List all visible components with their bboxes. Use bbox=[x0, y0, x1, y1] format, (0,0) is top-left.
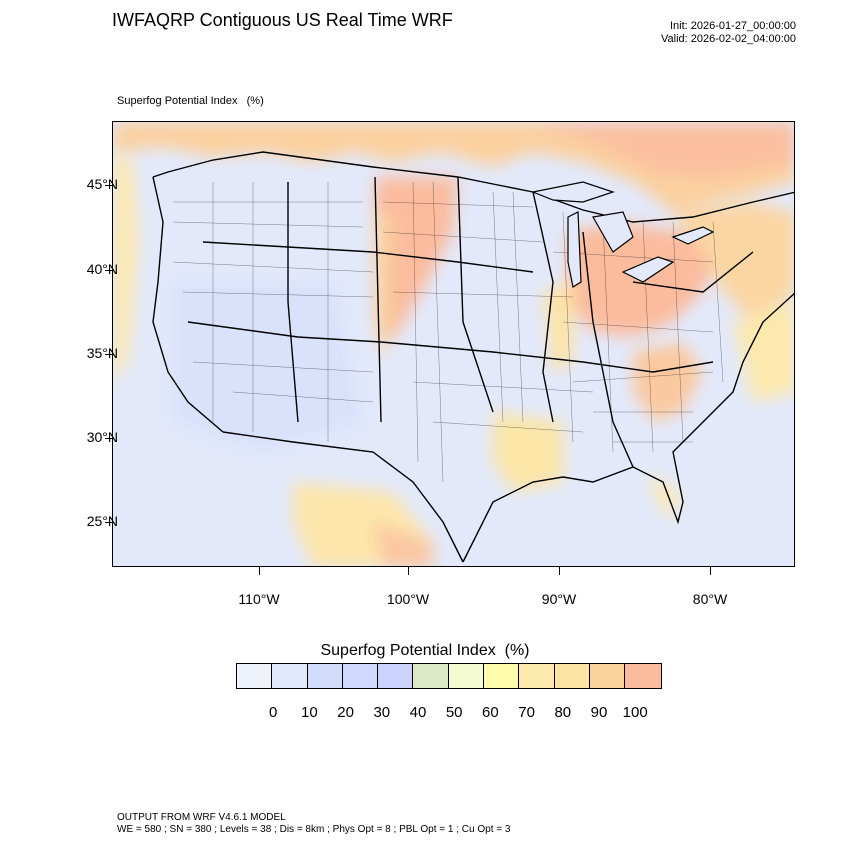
lat-tick bbox=[105, 270, 112, 271]
colorbar-label: 0 bbox=[269, 704, 278, 721]
colorbar-label: 70 bbox=[518, 704, 535, 721]
colorbar-box bbox=[378, 664, 414, 688]
colorbar-box bbox=[307, 664, 343, 688]
lat-label-25: 25°N bbox=[86, 513, 118, 529]
colorbar-label: 100 bbox=[622, 704, 648, 721]
colorbar-label: 60 bbox=[482, 704, 499, 721]
map-panel bbox=[112, 121, 795, 567]
lon-label-90: 90°W bbox=[541, 591, 577, 607]
great-lakes bbox=[530, 181, 715, 288]
lat-label-30: 30°N bbox=[86, 429, 118, 445]
state-borders bbox=[152, 151, 794, 563]
lon-tick bbox=[559, 567, 560, 575]
lon-label-100: 100°W bbox=[386, 591, 430, 607]
lat-label-35: 35°N bbox=[86, 345, 118, 361]
map-title: IWFAQRP Contiguous US Real Time WRF bbox=[112, 10, 453, 30]
lon-tick bbox=[710, 567, 711, 575]
us-map bbox=[113, 122, 794, 566]
colorbar-label: 20 bbox=[337, 704, 354, 721]
lon-label-110: 110°W bbox=[238, 591, 280, 607]
colorbar-label: 80 bbox=[554, 704, 572, 721]
fog-field bbox=[113, 122, 794, 566]
colorbar-label: 40 bbox=[409, 704, 427, 721]
lon-tick bbox=[259, 567, 260, 575]
colorbar-box bbox=[625, 664, 661, 688]
colorbar-box bbox=[554, 664, 590, 688]
variable-label: Superfog Potential Index (%) bbox=[117, 95, 264, 107]
lat-tick bbox=[105, 185, 112, 186]
colorbar-box bbox=[342, 664, 379, 688]
lat-tick bbox=[105, 438, 112, 439]
model-config: WE = 580 ; SN = 380 ; Levels = 38 ; Dis … bbox=[117, 824, 511, 835]
lat-label-45: 45°N bbox=[86, 176, 118, 192]
colorbar-box bbox=[519, 664, 555, 688]
colorbar-label: 90 bbox=[590, 704, 608, 721]
lat-tick bbox=[105, 354, 112, 355]
colorbar-box bbox=[272, 664, 308, 688]
colorbar-title: Superfog Potential Index (%) bbox=[320, 642, 530, 659]
county-borders bbox=[172, 181, 724, 483]
colorbar-label: 30 bbox=[373, 704, 391, 721]
lat-tick bbox=[105, 522, 112, 523]
colorbar-label: 50 bbox=[445, 704, 463, 721]
lon-tick bbox=[408, 567, 409, 575]
lat-label-40: 40°N bbox=[86, 261, 118, 277]
lon-label-80: 80°W bbox=[692, 591, 728, 607]
run-times: Init: 2026-01-27_00:00:00 Valid: 2026-02… bbox=[661, 20, 796, 46]
init-time: Init: 2026-01-27_00:00:00 bbox=[670, 20, 796, 32]
colorbar bbox=[236, 663, 662, 689]
colorbar-label: 10 bbox=[301, 704, 318, 721]
colorbar-box bbox=[448, 664, 485, 688]
colorbar-box bbox=[484, 664, 520, 688]
valid-time: Valid: 2026-02-02_04:00:00 bbox=[661, 33, 796, 45]
colorbar-box bbox=[413, 664, 449, 688]
model-footer: OUTPUT FROM WRF V4.6.1 MODEL bbox=[117, 812, 286, 823]
colorbar-box bbox=[237, 664, 273, 688]
colorbar-box bbox=[589, 664, 626, 688]
